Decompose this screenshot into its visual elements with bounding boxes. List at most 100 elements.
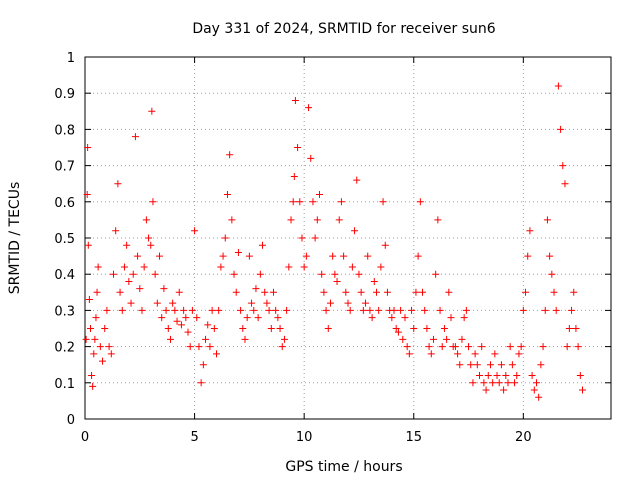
data-point bbox=[153, 299, 161, 307]
data-point bbox=[329, 252, 337, 260]
data-point bbox=[217, 263, 225, 271]
data-point bbox=[99, 357, 107, 365]
data-point bbox=[539, 343, 547, 351]
data-point bbox=[344, 299, 352, 307]
data-point bbox=[250, 306, 258, 314]
data-point bbox=[348, 263, 356, 271]
data-points bbox=[82, 82, 587, 401]
data-point bbox=[171, 306, 179, 314]
data-point bbox=[156, 252, 164, 260]
data-point bbox=[118, 306, 126, 314]
y-axis-label: SRMTID / TECUs bbox=[7, 182, 23, 295]
data-point bbox=[138, 306, 146, 314]
data-point bbox=[107, 350, 115, 358]
data-point bbox=[276, 325, 284, 332]
data-point bbox=[93, 288, 101, 296]
data-point bbox=[313, 216, 321, 224]
data-point bbox=[228, 216, 236, 224]
data-point bbox=[274, 314, 282, 322]
data-point bbox=[298, 234, 306, 242]
data-point bbox=[359, 306, 367, 314]
data-point bbox=[357, 288, 365, 296]
data-point bbox=[399, 335, 407, 343]
data-point bbox=[335, 216, 343, 224]
data-point bbox=[493, 372, 501, 380]
data-point bbox=[388, 314, 396, 322]
data-point bbox=[392, 325, 400, 332]
data-point bbox=[269, 288, 277, 296]
data-point bbox=[377, 263, 385, 271]
data-point bbox=[552, 306, 560, 314]
data-point bbox=[191, 227, 199, 235]
y-tick-label: 0.1 bbox=[54, 377, 75, 392]
data-point bbox=[101, 325, 109, 332]
data-point bbox=[125, 277, 133, 285]
data-point bbox=[331, 270, 339, 278]
data-point bbox=[574, 343, 582, 351]
data-point bbox=[206, 343, 214, 351]
x-tick-label: 0 bbox=[81, 430, 89, 445]
axis-ticks: 00.10.20.30.40.50.60.70.80.910 5 10 15 20 bbox=[54, 51, 611, 445]
data-point bbox=[148, 107, 156, 115]
data-point bbox=[526, 227, 534, 235]
data-point bbox=[318, 270, 326, 278]
data-point bbox=[175, 288, 183, 296]
data-point bbox=[419, 288, 427, 296]
data-point bbox=[467, 361, 475, 369]
data-point bbox=[476, 372, 483, 380]
data-point bbox=[245, 252, 253, 260]
data-point bbox=[109, 270, 117, 278]
data-point bbox=[515, 350, 523, 358]
data-point bbox=[164, 325, 172, 332]
data-point bbox=[243, 314, 251, 322]
data-point bbox=[263, 299, 271, 307]
data-point bbox=[89, 382, 97, 390]
data-point bbox=[94, 263, 102, 271]
data-point bbox=[307, 154, 315, 162]
data-point bbox=[237, 306, 245, 314]
data-point bbox=[195, 343, 203, 351]
data-point bbox=[149, 198, 157, 206]
data-point bbox=[508, 361, 516, 369]
data-point bbox=[136, 285, 144, 293]
data-point bbox=[140, 263, 148, 271]
data-point bbox=[204, 321, 212, 329]
data-point bbox=[290, 172, 298, 180]
data-point bbox=[127, 299, 135, 307]
y-tick-label: 0.9 bbox=[54, 87, 75, 102]
data-point bbox=[434, 216, 442, 224]
data-point bbox=[213, 350, 220, 358]
data-point bbox=[440, 325, 448, 332]
data-point bbox=[517, 343, 525, 351]
data-point bbox=[248, 299, 256, 307]
data-point bbox=[311, 234, 319, 242]
data-point bbox=[524, 252, 532, 260]
data-point bbox=[197, 379, 205, 387]
x-tick-label: 15 bbox=[405, 430, 422, 445]
data-point bbox=[390, 306, 398, 314]
data-point bbox=[405, 350, 413, 358]
data-point bbox=[381, 241, 389, 249]
data-point bbox=[116, 288, 124, 296]
data-point bbox=[443, 335, 451, 343]
data-point bbox=[355, 270, 363, 278]
x-tick-label: 20 bbox=[515, 430, 532, 445]
data-point bbox=[184, 328, 192, 336]
data-point bbox=[484, 372, 492, 380]
data-point bbox=[504, 379, 512, 387]
data-point bbox=[362, 299, 370, 307]
data-point bbox=[370, 277, 378, 285]
data-point bbox=[511, 379, 519, 387]
data-point bbox=[471, 350, 479, 358]
x-tick-label: 10 bbox=[296, 430, 313, 445]
data-point bbox=[554, 82, 562, 90]
data-point bbox=[287, 216, 295, 224]
data-point bbox=[462, 306, 470, 314]
data-point bbox=[427, 350, 435, 358]
data-point bbox=[568, 306, 576, 314]
y-tick-label: 1 bbox=[67, 51, 75, 66]
data-point bbox=[351, 227, 359, 235]
data-point bbox=[572, 325, 580, 332]
data-point bbox=[465, 343, 473, 351]
data-point bbox=[482, 386, 490, 394]
